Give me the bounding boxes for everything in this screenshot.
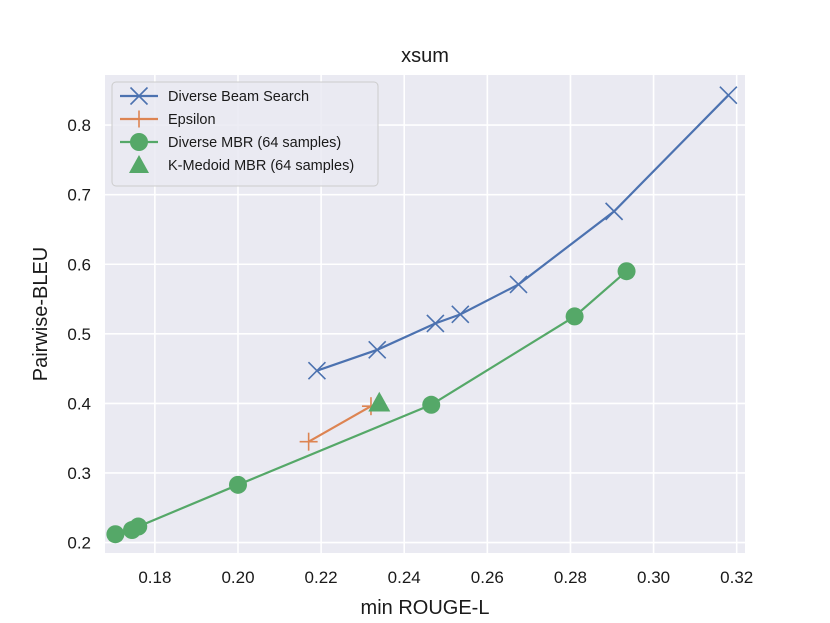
legend-marker-icon [130,133,148,151]
legend-marker-icon [129,155,149,173]
legend-item: Diverse Beam Search [120,86,309,106]
data-point [451,305,470,324]
y-tick-label: 0.6 [67,255,91,274]
data-point [368,391,391,412]
data-point [605,202,624,221]
x-tick-label: 0.24 [388,568,421,587]
data-point [565,307,584,326]
legend-item: K-Medoid MBR (64 samples) [129,155,354,174]
data-point [509,275,528,294]
legend: Diverse Beam Search Epsilon Diverse MBR (6… [111,81,379,187]
data-point [106,525,125,544]
legend-label: Diverse MBR (64 samples) [168,135,341,151]
data-point [368,340,387,359]
tick-labels: 0.18 0.20 0.22 0.24 0.26 0.28 0.30 0.32 0.2 0.3 0.… [67,116,753,587]
y-tick-label: 0.4 [67,394,91,413]
y-tick-label: 0.3 [67,464,91,483]
data-point [719,86,738,105]
y-axis-title: Pairwise-BLEU [30,247,52,381]
data-point [422,395,441,414]
y-tick-label: 0.2 [67,534,91,553]
y-tick-label: 0.5 [67,325,91,344]
series-0 [307,86,738,380]
series-3 [368,391,391,412]
legend-label: Diverse Beam Search [168,89,309,105]
x-tick-label: 0.18 [138,568,171,587]
x-tick-label: 0.28 [554,568,587,587]
legend-item: Epsilon [120,110,216,128]
chart-title: xsum [401,45,449,67]
data-point [426,314,445,333]
legend-marker-icon [130,110,148,128]
x-axis-title: min ROUGE-L [361,597,490,619]
data-point [228,475,247,494]
x-tick-label: 0.30 [637,568,670,587]
y-tick-label: 0.7 [67,186,91,205]
series-line [308,405,372,443]
y-tick-label: 0.8 [67,116,91,135]
x-tick-label: 0.20 [221,568,254,587]
data-point [299,432,318,451]
series-layer [106,86,738,544]
legend-frame [111,81,379,187]
legend-marker-icon [129,86,149,106]
x-tick-label: 0.32 [720,568,753,587]
data-point [617,262,636,281]
legend-label: Epsilon [168,112,216,128]
x-tick-label: 0.26 [471,568,504,587]
legend-item: Diverse MBR (64 samples) [120,133,341,151]
legend-label: K-Medoid MBR (64 samples) [168,158,354,174]
data-point [307,361,327,380]
data-point [129,517,148,536]
x-tick-label: 0.22 [305,568,338,587]
series-2 [106,262,636,544]
